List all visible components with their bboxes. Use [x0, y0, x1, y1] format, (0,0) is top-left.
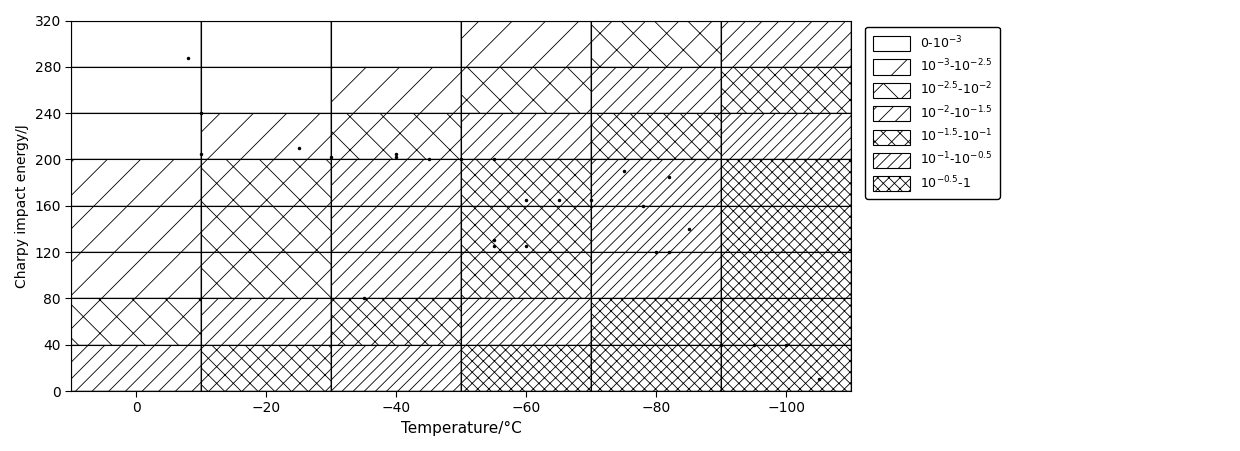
Bar — [72, 206, 201, 252]
Bar — [461, 160, 591, 206]
Y-axis label: Charpy impact energy/J: Charpy impact energy/J — [15, 124, 29, 288]
Bar — [72, 252, 201, 299]
Bar — [461, 345, 591, 391]
Bar — [591, 299, 722, 345]
Bar — [591, 206, 722, 252]
Bar — [722, 345, 851, 391]
Legend: 0-10$^{-3}$, 10$^{-3}$-10$^{-2.5}$, 10$^{-2.5}$-10$^{-2}$, 10$^{-2}$-10$^{-1.5}$: 0-10$^{-3}$, 10$^{-3}$-10$^{-2.5}$, 10$^… — [866, 27, 999, 199]
Bar — [72, 299, 201, 345]
Bar — [201, 67, 331, 113]
Bar — [591, 160, 722, 206]
Bar — [591, 113, 722, 160]
Bar — [331, 67, 461, 113]
Bar — [72, 20, 201, 67]
Bar — [201, 20, 331, 67]
Bar — [722, 252, 851, 299]
Bar — [591, 252, 722, 299]
Bar — [72, 67, 201, 113]
Bar — [722, 160, 851, 206]
Bar — [591, 345, 722, 391]
Bar — [72, 113, 201, 160]
Bar — [722, 299, 851, 345]
Bar — [461, 113, 591, 160]
Bar — [201, 206, 331, 252]
Bar — [591, 67, 722, 113]
Bar — [331, 206, 461, 252]
Bar — [331, 299, 461, 345]
Bar — [461, 299, 591, 345]
Bar — [461, 20, 591, 67]
Bar — [201, 299, 331, 345]
Bar — [722, 206, 851, 252]
Bar — [722, 113, 851, 160]
Bar — [722, 20, 851, 67]
Bar — [72, 160, 201, 206]
Bar — [331, 252, 461, 299]
Bar — [331, 345, 461, 391]
Bar — [461, 252, 591, 299]
Bar — [331, 113, 461, 160]
Bar — [461, 67, 591, 113]
Bar — [72, 345, 201, 391]
Bar — [201, 252, 331, 299]
Bar — [591, 20, 722, 67]
X-axis label: Temperature/°C: Temperature/°C — [401, 421, 522, 436]
Bar — [331, 20, 461, 67]
Bar — [331, 160, 461, 206]
Bar — [201, 113, 331, 160]
Bar — [201, 345, 331, 391]
Bar — [722, 67, 851, 113]
Bar — [461, 206, 591, 252]
Bar — [201, 160, 331, 206]
